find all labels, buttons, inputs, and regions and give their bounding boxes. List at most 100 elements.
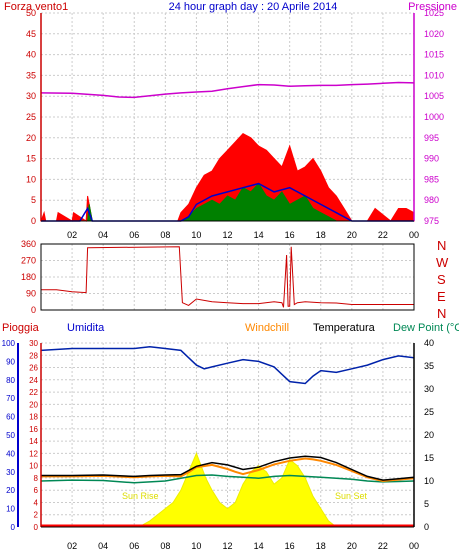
pressure-tick-label: 1015	[424, 50, 444, 60]
humidity-tick-label: 90	[6, 357, 15, 366]
direction-series	[41, 246, 414, 308]
temp-tick-label: 40	[424, 338, 434, 348]
rain-tick-label: 8	[34, 474, 39, 483]
x-tick-label: 08	[160, 230, 170, 240]
dewpoint-label: Dew Point (°C	[393, 322, 459, 334]
pressure-tick-label: 980	[424, 195, 439, 205]
rain-tick-label: 2	[34, 511, 39, 520]
wind-tick-label: 45	[26, 29, 36, 39]
temp-humidity-panel: 0246810121416182022242628300102030405060…	[2, 338, 434, 551]
temp-tick-label: 0	[424, 522, 429, 532]
wind-tick-label: 50	[26, 8, 36, 18]
temp-tick-label: 15	[424, 453, 434, 463]
temp-tick-label: 25	[424, 407, 434, 417]
pressure-tick-label: 990	[424, 154, 439, 164]
pressure-axis-title: Pressione	[408, 1, 457, 13]
x-tick-label: 04	[98, 541, 108, 551]
wind-axis-title: Forza vento1	[4, 1, 68, 13]
x-tick-label: 22	[378, 541, 388, 551]
rain-tick-label: 0	[34, 523, 39, 532]
pressure-tick-label: 1005	[424, 91, 444, 101]
x-tick-label: 00	[409, 541, 419, 551]
temp-tick-label: 20	[424, 430, 434, 440]
temp-tick-label: 10	[424, 476, 434, 486]
humidity-tick-label: 20	[6, 486, 15, 495]
wind-direction-panel: 0 90 180 270 360 N W S E N	[21, 238, 449, 321]
direction-tick-label: 360	[21, 239, 36, 249]
wind-tick-label: 35	[26, 70, 36, 80]
wind-pressure-panel: 0510152025303540455097598098599099510001…	[26, 8, 444, 240]
wind-tick-label: 40	[26, 50, 36, 60]
sun-rise-label: Sun Rise	[122, 491, 159, 501]
rain-tick-label: 4	[34, 498, 39, 507]
wind-tick-label: 5	[31, 195, 36, 205]
direction-tick-label: 0	[31, 305, 36, 315]
x-tick-label: 16	[285, 230, 295, 240]
rain-tick-label: 12	[29, 449, 38, 458]
humidity-tick-label: 0	[11, 523, 16, 532]
wind-tick-label: 0	[31, 216, 36, 226]
wind-tick-label: 15	[26, 154, 36, 164]
x-tick-label: 14	[254, 541, 264, 551]
dewpoint-series	[40, 474, 415, 484]
windchill-label: Windchill	[245, 322, 289, 334]
compass-labels: N W S E N	[436, 238, 449, 321]
temp-tick-label: 5	[424, 499, 429, 509]
wind-tick-label: 10	[26, 174, 36, 184]
temp-axes: 0246810121416182022242628300102030405060…	[2, 338, 434, 551]
wind-pressure-axes: 0510152025303540455097598098599099510001…	[26, 8, 444, 240]
compass-n-top: N	[437, 238, 446, 253]
wind-tick-label: 25	[26, 112, 36, 122]
x-tick-label: 18	[316, 541, 326, 551]
direction-grid	[41, 243, 415, 311]
x-tick-label: 04	[98, 230, 108, 240]
rain-tick-label: 14	[29, 437, 38, 446]
humidity-tick-label: 40	[6, 449, 15, 458]
x-tick-label: 02	[67, 230, 77, 240]
compass-e: E	[437, 289, 446, 304]
pressure-tick-label: 985	[424, 174, 439, 184]
humidity-tick-label: 50	[6, 431, 15, 440]
x-tick-label: 12	[222, 230, 232, 240]
humidity-label: Umidita	[67, 322, 105, 334]
windchill-series	[41, 457, 415, 483]
chart-title: 24 hour graph day : 20 Aprile 2014	[169, 1, 338, 13]
x-tick-label: 10	[191, 230, 201, 240]
sun-set-label: Sun Set	[335, 491, 368, 501]
humidity-tick-label: 80	[6, 376, 15, 385]
rain-tick-label: 16	[29, 425, 38, 434]
temp-series	[40, 345, 415, 528]
pressure-tick-label: 1010	[424, 70, 444, 80]
direction-series	[41, 246, 414, 308]
direction-tick-label: 90	[26, 289, 36, 299]
pressure-tick-label: 1025	[424, 8, 444, 18]
pressure-tick-label: 1000	[424, 112, 444, 122]
x-tick-label: 16	[285, 541, 295, 551]
rain-tick-label: 6	[34, 486, 39, 495]
rain-tick-label: 26	[29, 364, 38, 373]
humidity-tick-label: 30	[6, 468, 15, 477]
compass-s: S	[437, 272, 446, 287]
wind-pressure-series	[40, 81, 415, 222]
humidity-tick-label: 70	[6, 394, 15, 403]
solar-series	[136, 452, 338, 528]
rain-tick-label: 18	[29, 413, 38, 422]
pressure-tick-label: 995	[424, 133, 439, 143]
humidity-tick-label: 100	[2, 339, 16, 348]
direction-tick-label: 270	[21, 256, 36, 266]
temperature-label: Temperatura	[313, 322, 376, 334]
rain-tick-label: 30	[29, 339, 38, 348]
rain-tick-label: 20	[29, 400, 38, 409]
humidity-tick-label: 10	[6, 505, 15, 514]
x-tick-label: 20	[347, 541, 357, 551]
x-tick-label: 06	[129, 541, 139, 551]
compass-w: W	[436, 255, 449, 270]
rain-label: Pioggia	[2, 322, 40, 334]
direction-tick-label: 180	[21, 272, 36, 282]
x-tick-label: 06	[129, 230, 139, 240]
wind-tick-label: 20	[26, 133, 36, 143]
compass-n-bottom: N	[437, 306, 446, 321]
direction-frame	[40, 243, 415, 311]
humidity-tick-label: 60	[6, 413, 15, 422]
